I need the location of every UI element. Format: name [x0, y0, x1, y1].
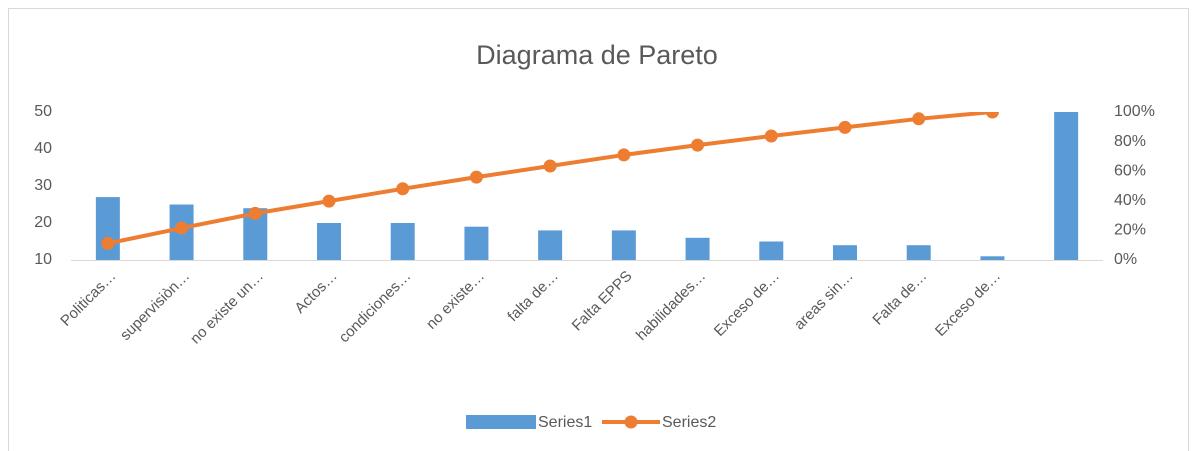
- bar: [685, 237, 710, 260]
- y-tick-label: 30: [34, 177, 52, 194]
- line-marker: [543, 159, 557, 173]
- legend-label: Series1: [538, 414, 592, 431]
- bar: [759, 241, 784, 260]
- bar: [538, 230, 563, 260]
- line-marker: [764, 129, 778, 143]
- line-marker: [985, 112, 999, 119]
- bar: [243, 208, 268, 260]
- line-marker: [322, 194, 336, 208]
- line-marker: [101, 236, 115, 250]
- bar: [833, 245, 857, 260]
- bar: [980, 256, 1005, 260]
- line-marker: [912, 112, 926, 126]
- y2-tick-label: 60%: [1114, 162, 1146, 179]
- line-marker: [175, 221, 189, 235]
- legend-swatch: [466, 415, 536, 429]
- line-marker: [838, 120, 852, 134]
- y2-tick-label: 40%: [1114, 192, 1146, 209]
- y2-tick-label: 20%: [1114, 222, 1146, 239]
- y2-tick-label: 0%: [1114, 251, 1137, 268]
- plot-area: [95, 112, 1079, 260]
- line-marker: [396, 182, 410, 196]
- bar: [464, 226, 489, 260]
- bar: [906, 245, 931, 260]
- chart-title: Diagrama de Pareto: [476, 40, 718, 70]
- line-marker: [248, 206, 262, 220]
- bar: [1054, 112, 1079, 260]
- y2-tick-label: 100%: [1114, 103, 1155, 120]
- legend-swatch: [624, 415, 638, 429]
- y-tick-label: 10: [34, 251, 52, 268]
- bar: [611, 230, 636, 260]
- y-tick-label: 20: [34, 214, 52, 231]
- y2-tick-label: 80%: [1114, 133, 1146, 150]
- line-marker: [469, 170, 483, 184]
- bar: [317, 223, 341, 260]
- y-tick-label: 50: [34, 103, 52, 120]
- line-marker: [691, 138, 705, 152]
- chart-border: [8, 8, 1189, 451]
- legend-label: Series2: [662, 414, 716, 431]
- y-tick-label: 40: [34, 140, 52, 157]
- line-marker: [617, 148, 631, 162]
- bar: [95, 197, 120, 260]
- bar: [390, 223, 415, 260]
